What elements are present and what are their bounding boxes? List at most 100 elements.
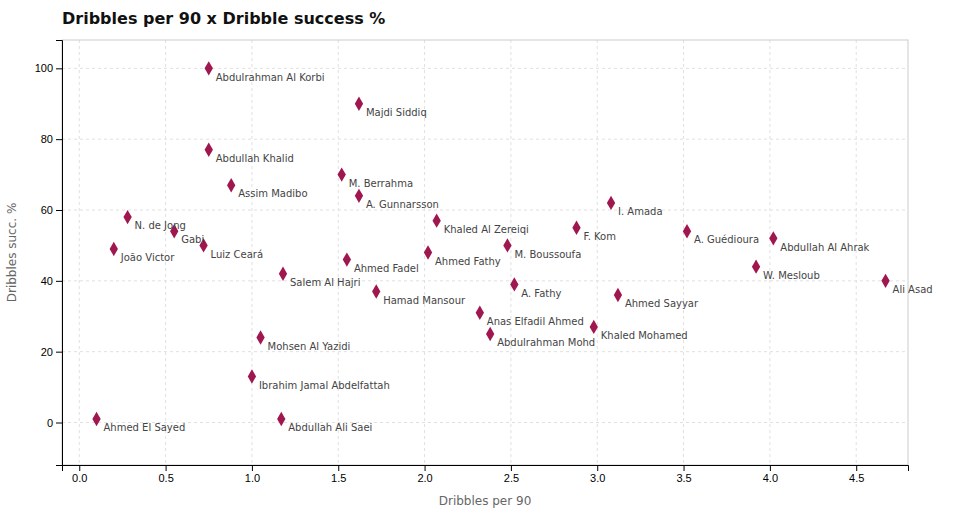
x-tick-mark [338,465,339,471]
point-label: Majdi Siddiq [366,107,427,118]
point [205,61,213,75]
point [277,412,285,426]
point-label: Abdulrahman Mohd [497,337,595,348]
x-tick: 1.5 [331,465,346,484]
x-tick: 2.0 [417,465,432,484]
x-tick: 4.0 [763,465,778,484]
point [486,327,494,341]
point-label: W. Mesloub [763,270,820,281]
y-tick-label: 40 [41,275,53,287]
grid-line-x [510,40,511,465]
x-tick: 2.5 [504,465,519,484]
title: Dribbles per 90 x Dribble success % [62,9,385,28]
point-label: M. Berrahma [349,178,413,189]
points [92,61,889,426]
x-tick-label: 4.5 [849,472,864,484]
point-label: A. Gunnarsson [366,199,439,210]
point [614,288,622,302]
point [343,252,351,266]
grid-line-x [683,40,684,465]
point-label: Abdullah Ali Saei [288,422,372,433]
point [476,306,484,320]
point-label: João Victor [120,252,175,263]
y-tick: 40 [41,275,62,287]
y-axis-title: Dribbles succ. % [5,203,19,303]
grid-line-y [62,210,908,211]
point [372,284,380,298]
point-label: M. Boussoufa [514,249,581,260]
x-axis-title: Dribbles per 90 [439,494,532,508]
x-axis-line [63,466,909,472]
y-tick-label: 100 [35,62,53,74]
point [590,320,598,334]
point-label: Ali Asad [893,284,933,295]
point [248,369,256,383]
plot: 0.0 0.5 1.0 1.5 2.0 2.5 3.0 3.5 4.0 4.5 0 20 40 60 80 1… [35,40,933,484]
plot-frame [62,40,908,465]
grid-line-y [62,422,908,423]
x-tick: 3.5 [676,465,691,484]
y-axis: 0 20 40 60 80 100 [35,41,63,466]
point [355,97,363,111]
y-tick-mark [56,210,62,211]
y-tick-label: 60 [41,204,53,216]
y-axis-line [56,41,63,466]
point [503,238,511,252]
x-tick: 0.5 [158,465,173,484]
x-tick-mark [425,465,426,471]
y-tick-mark [56,281,62,282]
grid-line-x [597,40,598,465]
point-label: Ibrahim Jamal Abdelfattah [259,380,390,391]
x-tick-mark [166,465,167,471]
point-label: Khaled Mohamed [601,330,688,341]
point-label: A. Fathy [521,288,561,299]
point-label: Assim Madibo [238,188,307,199]
point-label: Ahmed El Sayed [104,422,186,433]
x-tick-mark [511,465,512,471]
point-label: Ahmed Sayyar [625,298,699,309]
point-labels: Abdulrahman Al Korbi Majdi Siddiq Abdullah… [104,72,933,434]
point [769,231,777,245]
point-label: Abdulrahman Al Korbi [216,72,325,83]
x-tick-label: 3.0 [590,472,605,484]
point-label: A. Guédioura [694,234,759,245]
x-tick: 1.0 [245,465,260,484]
point-label: Abdullah Khalid [216,153,294,164]
point [881,274,889,288]
point-label: F. Kom [584,231,616,242]
point [227,178,235,192]
point-label: Ahmed Fadel [354,263,419,274]
y-tick-label: 0 [47,417,53,429]
x-tick-label: 1.0 [245,472,260,484]
x-tick-mark [684,465,685,471]
point [510,277,518,291]
x-axis: 0.0 0.5 1.0 1.5 2.0 2.5 3.0 3.5 4.0 4.5 [63,465,909,484]
x-tick-label: 0.0 [72,472,87,484]
point [683,224,691,238]
point [338,167,346,181]
background [0,0,978,515]
x-tick-label: 1.5 [331,472,346,484]
point [432,213,440,227]
x-tick-mark [770,465,771,471]
x-tick: 3.0 [590,465,605,484]
grid-line-y [62,351,908,352]
x-tick-label: 2.5 [504,472,519,484]
x-tick: 0.0 [72,465,87,484]
point-label: Abdullah Al Ahrak [780,242,869,253]
x-tick-label: 3.5 [676,472,691,484]
y-tick-mark [56,139,62,140]
y-tick-mark [56,423,62,424]
y-tick-label: 80 [41,133,53,145]
y-tick: 20 [41,346,62,358]
grid-line-x [769,40,770,465]
x-tick: 4.5 [849,465,864,484]
point [355,189,363,203]
point-label: Mohsen Al Yazidi [268,341,351,352]
point [205,143,213,157]
y-tick: 0 [47,417,62,429]
x-tick-label: 2.0 [417,472,432,484]
grid-line-y [62,139,908,140]
chart: 0.0 0.5 1.0 1.5 2.0 2.5 3.0 3.5 4.0 4.5 0 20 40 60 80 1… [0,0,978,515]
point [424,245,432,259]
